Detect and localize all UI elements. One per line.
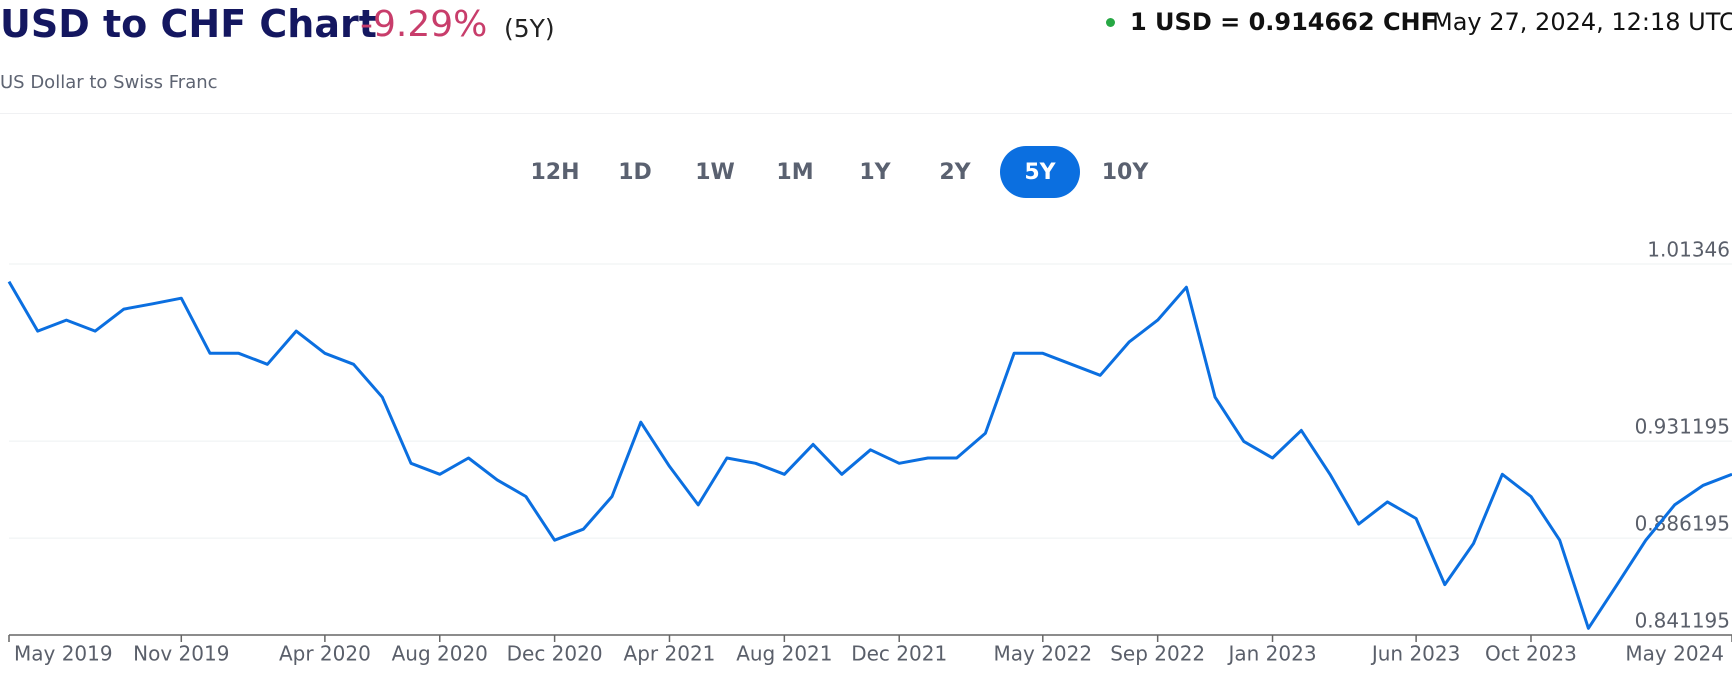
range-button[interactable]: 12H xyxy=(530,159,580,185)
y-tick-label: 0.886195 xyxy=(1635,512,1730,536)
x-tick-label: Apr 2021 xyxy=(624,642,716,666)
x-tick-label: May 2022 xyxy=(993,642,1092,666)
x-tick-label: Jan 2023 xyxy=(1226,642,1316,666)
range-button[interactable]: 1W xyxy=(695,159,735,185)
price-line xyxy=(7,280,1732,630)
title: USD to CHF Chart xyxy=(0,2,377,46)
x-tick-label: Sep 2022 xyxy=(1110,642,1205,666)
range-button[interactable]: 5Y xyxy=(1000,146,1080,198)
range-button[interactable]: 1D xyxy=(618,159,652,185)
range-button[interactable]: 2Y xyxy=(939,159,971,185)
range-button[interactable]: 1Y xyxy=(859,159,891,185)
x-tick-label: Aug 2020 xyxy=(392,642,488,666)
rate: 1 USD = 0.914662 CHF xyxy=(1130,8,1438,36)
period: (5Y) xyxy=(504,14,555,43)
x-tick-label: Dec 2020 xyxy=(507,642,603,666)
x-tick-label: Jun 2023 xyxy=(1370,642,1461,666)
x-tick-label: Dec 2021 xyxy=(851,642,947,666)
x-tick-label: Oct 2023 xyxy=(1485,642,1577,666)
x-tick-label: May 2019 xyxy=(14,642,113,666)
subtitle: US Dollar to Swiss Franc xyxy=(0,72,218,93)
x-tick-label: Aug 2021 xyxy=(736,642,832,666)
change: -9.29% xyxy=(360,4,488,45)
range-button[interactable]: 1M xyxy=(776,159,814,185)
range-button[interactable]: 10Y xyxy=(1101,159,1149,185)
range-selector: 12H 1D 1W 1M 1Y 2Y 5Y 10Y xyxy=(520,146,1160,198)
y-tick-label: 0.841195 xyxy=(1635,609,1730,633)
y-tick-label: 1.01346 xyxy=(1647,238,1730,262)
x-tick-label: May 2024 xyxy=(1625,642,1724,666)
y-tick-label: 0.931195 xyxy=(1635,415,1730,439)
separator xyxy=(0,113,1732,114)
x-tick-label: Apr 2020 xyxy=(279,642,371,666)
timestamp: May 27, 2024, 12:18 UTC xyxy=(1432,8,1732,36)
status-dot xyxy=(1106,18,1115,27)
x-tick-label: Nov 2019 xyxy=(133,642,229,666)
